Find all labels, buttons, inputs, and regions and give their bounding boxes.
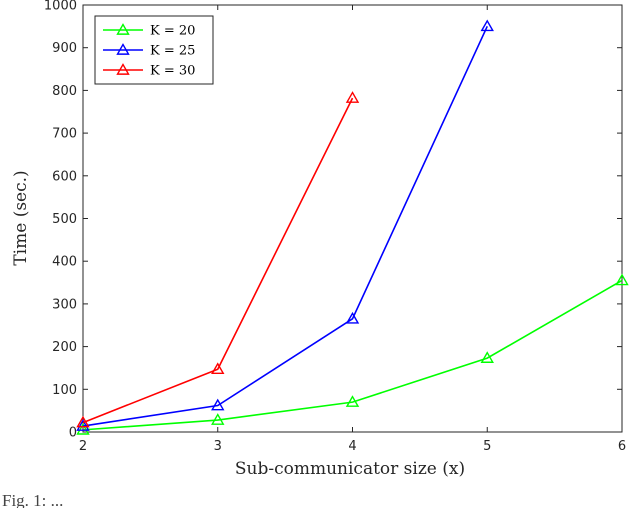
x-tick-label: 4: [348, 439, 356, 454]
y-tick-label: 200: [52, 340, 77, 355]
data-point-k25: [345, 311, 360, 324]
y-tick-label: 700: [52, 127, 77, 142]
legend-marker: [116, 63, 130, 75]
data-point-k30: [76, 415, 90, 428]
data-point-k20: [615, 273, 629, 286]
legend-label: K = 20: [150, 24, 195, 39]
x-axis-title: Sub-communicator size (x): [235, 459, 465, 479]
legend-label: K = 25: [150, 44, 195, 59]
x-tick-label: 2: [79, 439, 87, 454]
y-axis-title: Time (sec.): [11, 170, 31, 265]
y-tick-label: 400: [52, 255, 77, 270]
data-point-k20: [76, 422, 90, 435]
series-line-k25: [82, 26, 488, 427]
data-point-k25: [76, 419, 90, 431]
series-line-k30: [82, 97, 354, 424]
data-point-k25: [480, 19, 494, 32]
series-line-k20: [82, 279, 623, 431]
x-tick-label: 6: [618, 439, 626, 454]
data-point-k20: [211, 413, 225, 425]
y-tick-label: 0: [69, 426, 77, 441]
legend-label: K = 30: [150, 64, 195, 79]
data-point-k30: [345, 91, 360, 103]
x-tick-label: 5: [483, 439, 491, 454]
data-point-k25: [211, 398, 225, 411]
y-tick-label: 800: [52, 84, 77, 99]
data-point-k30: [211, 362, 225, 375]
y-tick-label: 600: [52, 169, 77, 184]
y-tick-label: 100: [52, 383, 77, 398]
data-point-k20: [345, 395, 360, 407]
data-point-k20: [480, 351, 494, 363]
legend-marker: [116, 23, 130, 35]
figure-caption: Fig. 1: ...: [2, 491, 63, 508]
y-tick-label: 900: [52, 41, 77, 56]
y-tick-label: 500: [52, 212, 77, 227]
legend-marker: [116, 43, 130, 55]
x-tick-label: 3: [214, 439, 222, 454]
y-tick-label: 300: [52, 297, 77, 312]
y-tick-label: 1000: [44, 0, 77, 14]
